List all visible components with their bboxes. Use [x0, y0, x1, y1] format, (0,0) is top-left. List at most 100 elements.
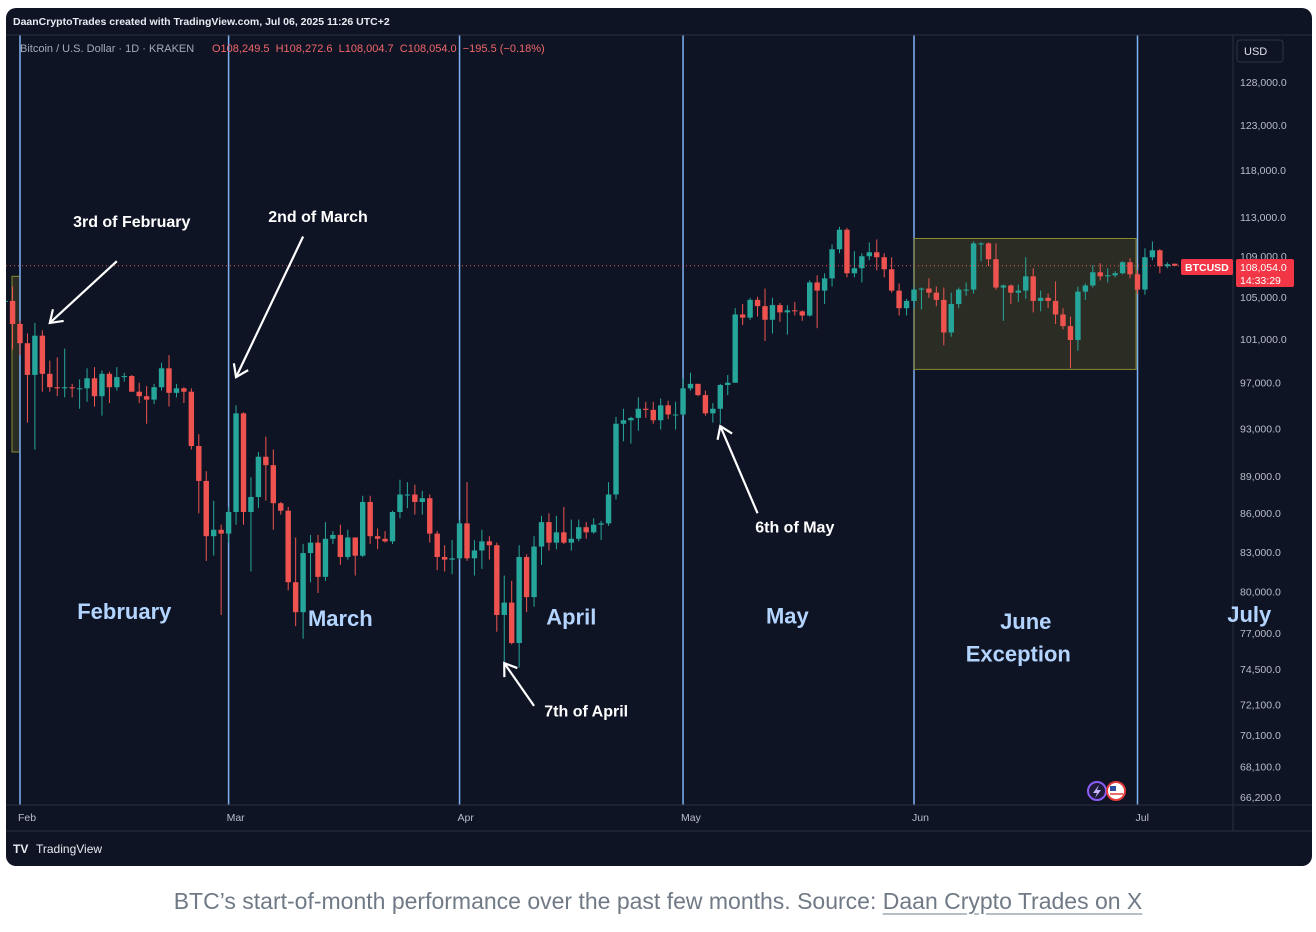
candle-body: [941, 299, 947, 333]
annotation-arrow: [719, 425, 759, 514]
candle: [69, 383, 75, 398]
candle-body: [129, 376, 135, 392]
candle-body: [732, 314, 738, 383]
candle: [1000, 284, 1007, 321]
candle: [464, 482, 470, 561]
caption-source-link[interactable]: Daan Crypto Trades on X: [882, 888, 1143, 914]
candle-body: [225, 511, 232, 534]
candle: [352, 537, 358, 576]
countdown-text: 14:33:29: [1240, 275, 1281, 287]
candle-body: [561, 532, 567, 543]
candle-body: [91, 378, 98, 397]
candle-body: [389, 511, 396, 542]
candle: [866, 242, 872, 261]
candle-body: [1119, 262, 1126, 274]
candle-body: [270, 465, 276, 504]
annotation-label: 7th of April: [544, 704, 628, 721]
candle: [762, 288, 768, 342]
candle-body: [1090, 272, 1096, 286]
candle: [345, 529, 351, 560]
candle-body: [360, 501, 366, 556]
candle-body: [345, 537, 351, 557]
price-chart[interactable]: February March April May June Exception July 3…: [6, 8, 1312, 866]
candle: [576, 519, 582, 542]
candle: [531, 536, 537, 607]
candle: [754, 296, 761, 317]
month-label: April: [546, 605, 596, 630]
candle: [292, 537, 299, 627]
candle: [471, 540, 478, 576]
candle: [918, 287, 925, 310]
currency-button[interactable]: USD: [1236, 39, 1284, 63]
candle: [769, 297, 776, 334]
candle: [1082, 283, 1089, 300]
candle-body: [136, 391, 142, 397]
candle-body: [926, 288, 932, 293]
candle-body: [1127, 262, 1133, 275]
annotation-arrowhead: [716, 424, 733, 441]
candle-body: [777, 305, 783, 313]
candle-body: [516, 556, 522, 644]
candle-body: [687, 383, 694, 389]
candle: [538, 515, 545, 565]
candle: [725, 374, 731, 396]
candle: [166, 355, 172, 407]
candle: [747, 297, 753, 320]
candle-body: [285, 510, 291, 583]
candle-body: [814, 282, 820, 291]
candle-body: [635, 408, 642, 418]
candle: [315, 534, 321, 594]
bottom-icons[interactable]: [1087, 781, 1126, 801]
candle-body: [1157, 250, 1163, 267]
candle-body: [382, 538, 388, 542]
candle-body: [807, 282, 813, 316]
candle-body: [658, 405, 664, 421]
candle-body: [352, 537, 358, 556]
candle: [84, 368, 90, 402]
candle: [598, 520, 604, 541]
candle: [911, 287, 917, 309]
candle: [441, 545, 448, 572]
candle: [39, 330, 46, 392]
candle: [360, 495, 366, 557]
candle-body: [1023, 276, 1029, 291]
candle: [367, 495, 373, 544]
y-axis-tick: 93,000.0: [1240, 423, 1281, 435]
candle-body: [47, 373, 53, 388]
candle-body: [32, 335, 38, 375]
candle: [658, 398, 664, 430]
candle-body: [404, 494, 411, 496]
symbol-label[interactable]: Bitcoin / U.S. Dollar · 1D · KRAKEN: [20, 43, 194, 55]
candle: [285, 506, 291, 591]
candle: [114, 367, 120, 391]
candle: [143, 386, 150, 424]
candle: [717, 383, 723, 424]
candle-body: [613, 423, 619, 495]
candle-body: [1105, 275, 1111, 277]
candle: [896, 283, 902, 316]
tradingview-logo[interactable]: TV TradingView: [13, 842, 102, 856]
candle-body: [151, 387, 157, 400]
candle: [941, 287, 947, 346]
candle-body: [292, 582, 299, 613]
y-axis-tick: 105,000.0: [1240, 292, 1287, 304]
candle-body: [158, 368, 165, 388]
candle: [710, 403, 716, 423]
candle: [702, 390, 709, 416]
candle-body: [501, 602, 507, 615]
candle: [1045, 293, 1051, 309]
candle: [1097, 263, 1103, 281]
candle: [17, 320, 23, 356]
candle: [330, 531, 336, 544]
candle: [665, 400, 671, 420]
y-axis-tick: 80,000.0: [1240, 587, 1281, 599]
candle-body: [829, 249, 835, 279]
candle-body: [1008, 285, 1014, 293]
y-axis-tick: 118,000.0: [1240, 165, 1286, 177]
candle: [486, 536, 493, 560]
us-flag-canton: [1110, 786, 1116, 791]
candle-body: [583, 527, 589, 533]
candle: [799, 310, 805, 321]
candle-body: [717, 384, 723, 409]
flash-glyph: [1093, 785, 1101, 798]
